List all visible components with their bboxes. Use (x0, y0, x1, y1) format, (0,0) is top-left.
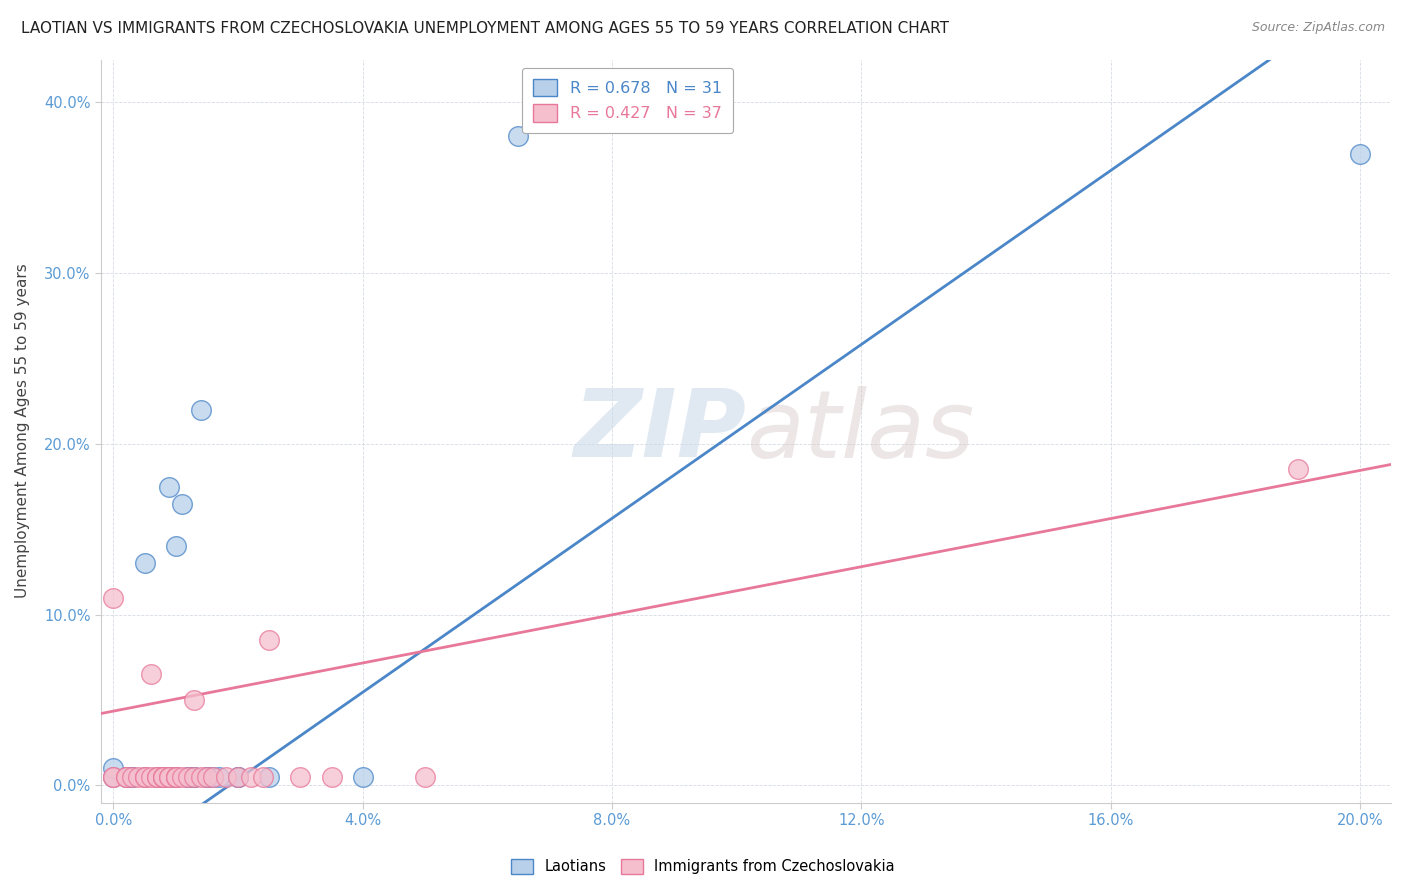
Point (170, 497, 193, 511)
Point (103, 770, 125, 784)
Text: Source: ZipAtlas.com: Source: ZipAtlas.com (1251, 21, 1385, 34)
Point (290, 770, 312, 784)
Point (159, 770, 181, 784)
Y-axis label: Unemployment Among Ages 55 to 59 years: Unemployment Among Ages 55 to 59 years (15, 264, 30, 599)
Point (121, 770, 143, 784)
Point (152, 770, 174, 784)
Point (239, 770, 262, 784)
Point (202, 770, 225, 784)
Point (226, 770, 249, 784)
Point (139, 667, 162, 681)
Point (103, 770, 125, 784)
Point (152, 770, 174, 784)
Point (152, 770, 174, 784)
Point (159, 770, 181, 784)
Point (208, 770, 231, 784)
Point (165, 770, 187, 784)
Point (202, 770, 225, 784)
Point (134, 770, 156, 784)
Point (146, 770, 169, 784)
Point (413, 770, 436, 784)
Point (134, 770, 156, 784)
Point (146, 770, 169, 784)
Point (152, 770, 174, 784)
Point (115, 770, 138, 784)
Point (165, 770, 187, 784)
Point (195, 770, 218, 784)
Point (134, 557, 156, 571)
Point (183, 770, 205, 784)
Point (252, 770, 274, 784)
Point (177, 770, 200, 784)
Point (257, 633, 280, 648)
Point (159, 479, 181, 493)
Point (165, 770, 187, 784)
Point (257, 770, 280, 784)
Point (115, 770, 138, 784)
Point (177, 770, 200, 784)
Point (121, 770, 143, 784)
Point (159, 770, 181, 784)
Point (1348, 146, 1371, 161)
Point (214, 770, 236, 784)
Point (183, 770, 205, 784)
Legend: R = 0.678   N = 31, R = 0.427   N = 37: R = 0.678 N = 31, R = 0.427 N = 37 (522, 68, 733, 133)
Point (134, 770, 156, 784)
Point (127, 770, 149, 784)
Legend: Laotians, Immigrants from Czechoslovakia: Laotians, Immigrants from Czechoslovakia (505, 853, 901, 880)
Point (321, 770, 343, 784)
Point (139, 770, 162, 784)
Point (190, 770, 212, 784)
Point (121, 770, 143, 784)
Point (352, 770, 374, 784)
Point (195, 770, 218, 784)
Text: atlas: atlas (747, 385, 974, 476)
Point (165, 770, 187, 784)
Point (508, 129, 530, 144)
Point (170, 770, 193, 784)
Point (165, 770, 187, 784)
Point (103, 761, 125, 775)
Point (165, 539, 187, 553)
Text: LAOTIAN VS IMMIGRANTS FROM CZECHOSLOVAKIA UNEMPLOYMENT AMONG AGES 55 TO 59 YEARS: LAOTIAN VS IMMIGRANTS FROM CZECHOSLOVAKI… (21, 21, 949, 36)
Point (226, 770, 249, 784)
Point (146, 770, 169, 784)
Point (115, 770, 138, 784)
Point (152, 770, 174, 784)
Point (1286, 462, 1309, 476)
Point (183, 693, 205, 707)
Point (103, 770, 125, 784)
Point (103, 591, 125, 605)
Point (195, 770, 218, 784)
Point (183, 770, 205, 784)
Text: ZIP: ZIP (574, 385, 747, 477)
Point (177, 770, 200, 784)
Point (226, 770, 249, 784)
Point (190, 402, 212, 417)
